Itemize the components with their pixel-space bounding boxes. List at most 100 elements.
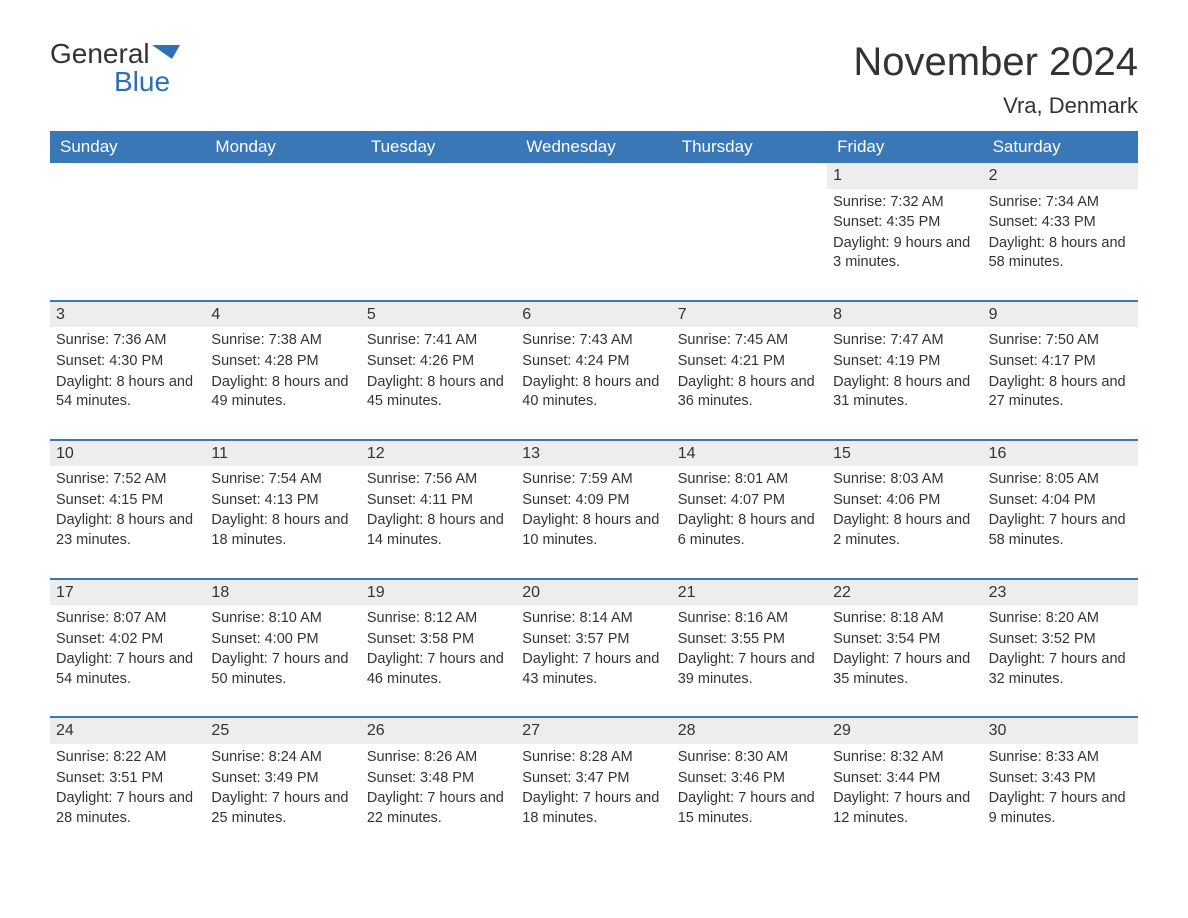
day-cell: 25Sunrise: 8:24 AMSunset: 3:49 PMDayligh…: [205, 718, 360, 837]
daylight-text: Daylight: 8 hours and 36 minutes.: [678, 373, 821, 412]
day-cell: 21Sunrise: 8:16 AMSunset: 3:55 PMDayligh…: [672, 580, 827, 699]
day-cell: 18Sunrise: 8:10 AMSunset: 4:00 PMDayligh…: [205, 580, 360, 699]
title-block: November 2024 Vra, Denmark: [853, 40, 1138, 119]
day-body: Sunrise: 8:16 AMSunset: 3:55 PMDaylight:…: [678, 609, 821, 689]
day-body: Sunrise: 8:18 AMSunset: 3:54 PMDaylight:…: [833, 609, 976, 689]
day-body: Sunrise: 8:14 AMSunset: 3:57 PMDaylight:…: [522, 609, 665, 689]
sunset-text: Sunset: 4:19 PM: [833, 352, 976, 372]
sunset-text: Sunset: 3:55 PM: [678, 630, 821, 650]
day-number: 29: [827, 718, 982, 744]
day-cell: [50, 163, 205, 282]
day-body: Sunrise: 8:26 AMSunset: 3:48 PMDaylight:…: [367, 748, 510, 828]
day-body: Sunrise: 7:43 AMSunset: 4:24 PMDaylight:…: [522, 331, 665, 411]
day-body: Sunrise: 8:32 AMSunset: 3:44 PMDaylight:…: [833, 748, 976, 828]
day-cell: [516, 163, 671, 282]
day-number: 23: [983, 580, 1138, 606]
day-body: Sunrise: 7:54 AMSunset: 4:13 PMDaylight:…: [211, 470, 354, 550]
weekday-header-cell: Saturday: [983, 131, 1138, 163]
sunrise-text: Sunrise: 8:24 AM: [211, 748, 354, 768]
day-number: 15: [827, 441, 982, 467]
logo-text-line1: General: [50, 40, 150, 68]
sunset-text: Sunset: 3:52 PM: [989, 630, 1132, 650]
sunrise-text: Sunrise: 7:32 AM: [833, 193, 976, 213]
week-row: 1Sunrise: 7:32 AMSunset: 4:35 PMDaylight…: [50, 163, 1138, 282]
weekday-header-cell: Wednesday: [516, 131, 671, 163]
calendar: SundayMondayTuesdayWednesdayThursdayFrid…: [50, 131, 1138, 837]
daylight-text: Daylight: 8 hours and 31 minutes.: [833, 373, 976, 412]
sunrise-text: Sunrise: 7:38 AM: [211, 331, 354, 351]
day-body: Sunrise: 7:38 AMSunset: 4:28 PMDaylight:…: [211, 331, 354, 411]
day-body: Sunrise: 7:41 AMSunset: 4:26 PMDaylight:…: [367, 331, 510, 411]
daylight-text: Daylight: 8 hours and 23 minutes.: [56, 511, 199, 550]
sunrise-text: Sunrise: 8:12 AM: [367, 609, 510, 629]
day-number: 13: [516, 441, 671, 467]
daylight-text: Daylight: 8 hours and 18 minutes.: [211, 511, 354, 550]
sunset-text: Sunset: 3:44 PM: [833, 769, 976, 789]
daylight-text: Daylight: 7 hours and 43 minutes.: [522, 650, 665, 689]
daylight-text: Daylight: 7 hours and 12 minutes.: [833, 789, 976, 828]
sunset-text: Sunset: 4:09 PM: [522, 491, 665, 511]
week-row: 3 Sunrise: 7:36 AMSunset: 4:30 PMDaylight…: [50, 300, 1138, 421]
weekday-header-cell: Tuesday: [361, 131, 516, 163]
day-body: Sunrise: 7:36 AMSunset: 4:30 PMDaylight:…: [56, 331, 199, 411]
daylight-text: Daylight: 7 hours and 22 minutes.: [367, 789, 510, 828]
sunrise-text: Sunrise: 7:52 AM: [56, 470, 199, 490]
week-row: 24Sunrise: 8:22 AMSunset: 3:51 PMDayligh…: [50, 716, 1138, 837]
day-number: 17: [50, 580, 205, 606]
day-number: 30: [983, 718, 1138, 744]
sunset-text: Sunset: 3:54 PM: [833, 630, 976, 650]
sunset-text: Sunset: 4:28 PM: [211, 352, 354, 372]
day-cell: 28Sunrise: 8:30 AMSunset: 3:46 PMDayligh…: [672, 718, 827, 837]
daylight-text: Daylight: 7 hours and 39 minutes.: [678, 650, 821, 689]
weekday-header-row: SundayMondayTuesdayWednesdayThursdayFrid…: [50, 131, 1138, 163]
sunrise-text: Sunrise: 7:59 AM: [522, 470, 665, 490]
sunrise-text: Sunrise: 7:56 AM: [367, 470, 510, 490]
sunset-text: Sunset: 4:17 PM: [989, 352, 1132, 372]
day-body: Sunrise: 7:52 AMSunset: 4:15 PMDaylight:…: [56, 470, 199, 550]
sunset-text: Sunset: 4:35 PM: [833, 213, 976, 233]
day-body: Sunrise: 8:33 AMSunset: 3:43 PMDaylight:…: [989, 748, 1132, 828]
sunset-text: Sunset: 4:06 PM: [833, 491, 976, 511]
sunset-text: Sunset: 4:00 PM: [211, 630, 354, 650]
daylight-text: Daylight: 8 hours and 45 minutes.: [367, 373, 510, 412]
day-number: 6: [516, 302, 671, 328]
day-cell: 6 Sunrise: 7:43 AMSunset: 4:24 PMDaylight…: [516, 302, 671, 421]
day-body: Sunrise: 7:34 AMSunset: 4:33 PMDaylight:…: [989, 193, 1132, 273]
day-cell: 30 Sunrise: 8:33 AMSunset: 3:43 PMDayligh…: [983, 718, 1138, 837]
sunset-text: Sunset: 3:57 PM: [522, 630, 665, 650]
sunset-text: Sunset: 3:51 PM: [56, 769, 199, 789]
sunset-text: Sunset: 4:26 PM: [367, 352, 510, 372]
week-row: 17Sunrise: 8:07 AMSunset: 4:02 PMDayligh…: [50, 578, 1138, 699]
day-cell: 24Sunrise: 8:22 AMSunset: 3:51 PMDayligh…: [50, 718, 205, 837]
day-number: 20: [516, 580, 671, 606]
day-number: 27: [516, 718, 671, 744]
day-cell: 8Sunrise: 7:47 AMSunset: 4:19 PMDaylight…: [827, 302, 982, 421]
day-body: Sunrise: 8:30 AMSunset: 3:46 PMDaylight:…: [678, 748, 821, 828]
day-number: 18: [205, 580, 360, 606]
day-cell: 3 Sunrise: 7:36 AMSunset: 4:30 PMDaylight…: [50, 302, 205, 421]
sunrise-text: Sunrise: 8:14 AM: [522, 609, 665, 629]
day-number: [672, 163, 827, 187]
sunset-text: Sunset: 4:07 PM: [678, 491, 821, 511]
day-cell: 12Sunrise: 7:56 AMSunset: 4:11 PMDayligh…: [361, 441, 516, 560]
sunrise-text: Sunrise: 8:28 AM: [522, 748, 665, 768]
day-cell: 29 Sunrise: 8:32 AMSunset: 3:44 PMDayligh…: [827, 718, 982, 837]
day-body: Sunrise: 7:50 AMSunset: 4:17 PMDaylight:…: [989, 331, 1132, 411]
day-body: Sunrise: 8:28 AMSunset: 3:47 PMDaylight:…: [522, 748, 665, 828]
day-number: 3: [50, 302, 205, 328]
daylight-text: Daylight: 7 hours and 28 minutes.: [56, 789, 199, 828]
sunset-text: Sunset: 4:02 PM: [56, 630, 199, 650]
day-cell: 27 Sunrise: 8:28 AMSunset: 3:47 PMDayligh…: [516, 718, 671, 837]
day-body: Sunrise: 7:32 AMSunset: 4:35 PMDaylight:…: [833, 193, 976, 273]
weekday-header-cell: Thursday: [672, 131, 827, 163]
sunrise-text: Sunrise: 8:10 AM: [211, 609, 354, 629]
sunrise-text: Sunrise: 7:41 AM: [367, 331, 510, 351]
daylight-text: Daylight: 7 hours and 15 minutes.: [678, 789, 821, 828]
sunrise-text: Sunrise: 7:34 AM: [989, 193, 1132, 213]
day-cell: 1Sunrise: 7:32 AMSunset: 4:35 PMDaylight…: [827, 163, 982, 282]
sunset-text: Sunset: 4:30 PM: [56, 352, 199, 372]
sunrise-text: Sunrise: 7:50 AM: [989, 331, 1132, 351]
sunrise-text: Sunrise: 8:01 AM: [678, 470, 821, 490]
daylight-text: Daylight: 7 hours and 25 minutes.: [211, 789, 354, 828]
daylight-text: Daylight: 7 hours and 54 minutes.: [56, 650, 199, 689]
